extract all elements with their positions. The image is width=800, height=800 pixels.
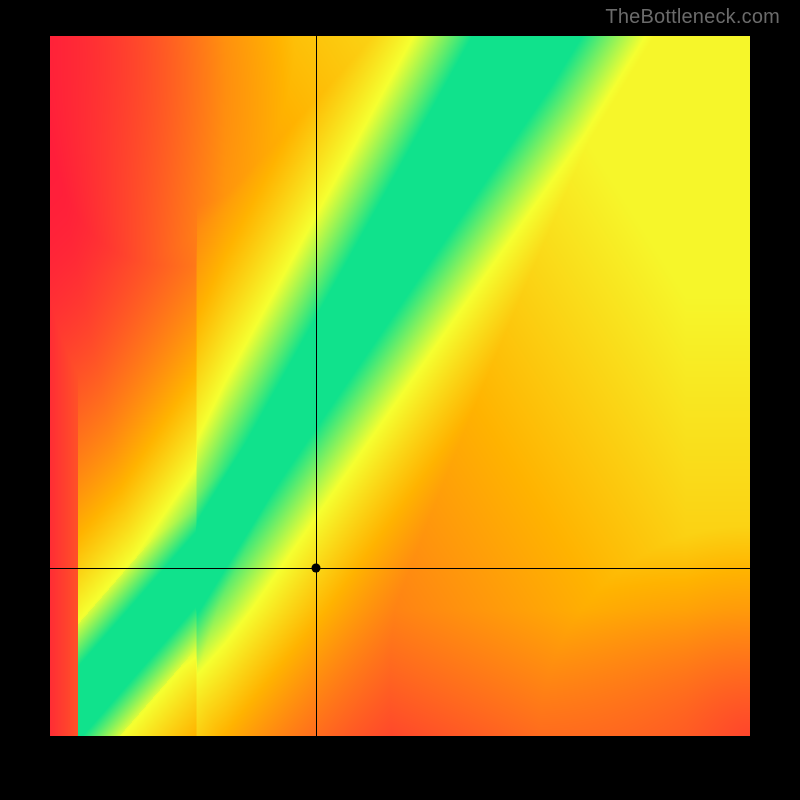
figure-container: TheBottleneck.com xyxy=(0,0,800,800)
watermark-text: TheBottleneck.com xyxy=(605,6,780,29)
plot-area xyxy=(50,36,750,736)
heatmap-canvas xyxy=(50,36,750,736)
